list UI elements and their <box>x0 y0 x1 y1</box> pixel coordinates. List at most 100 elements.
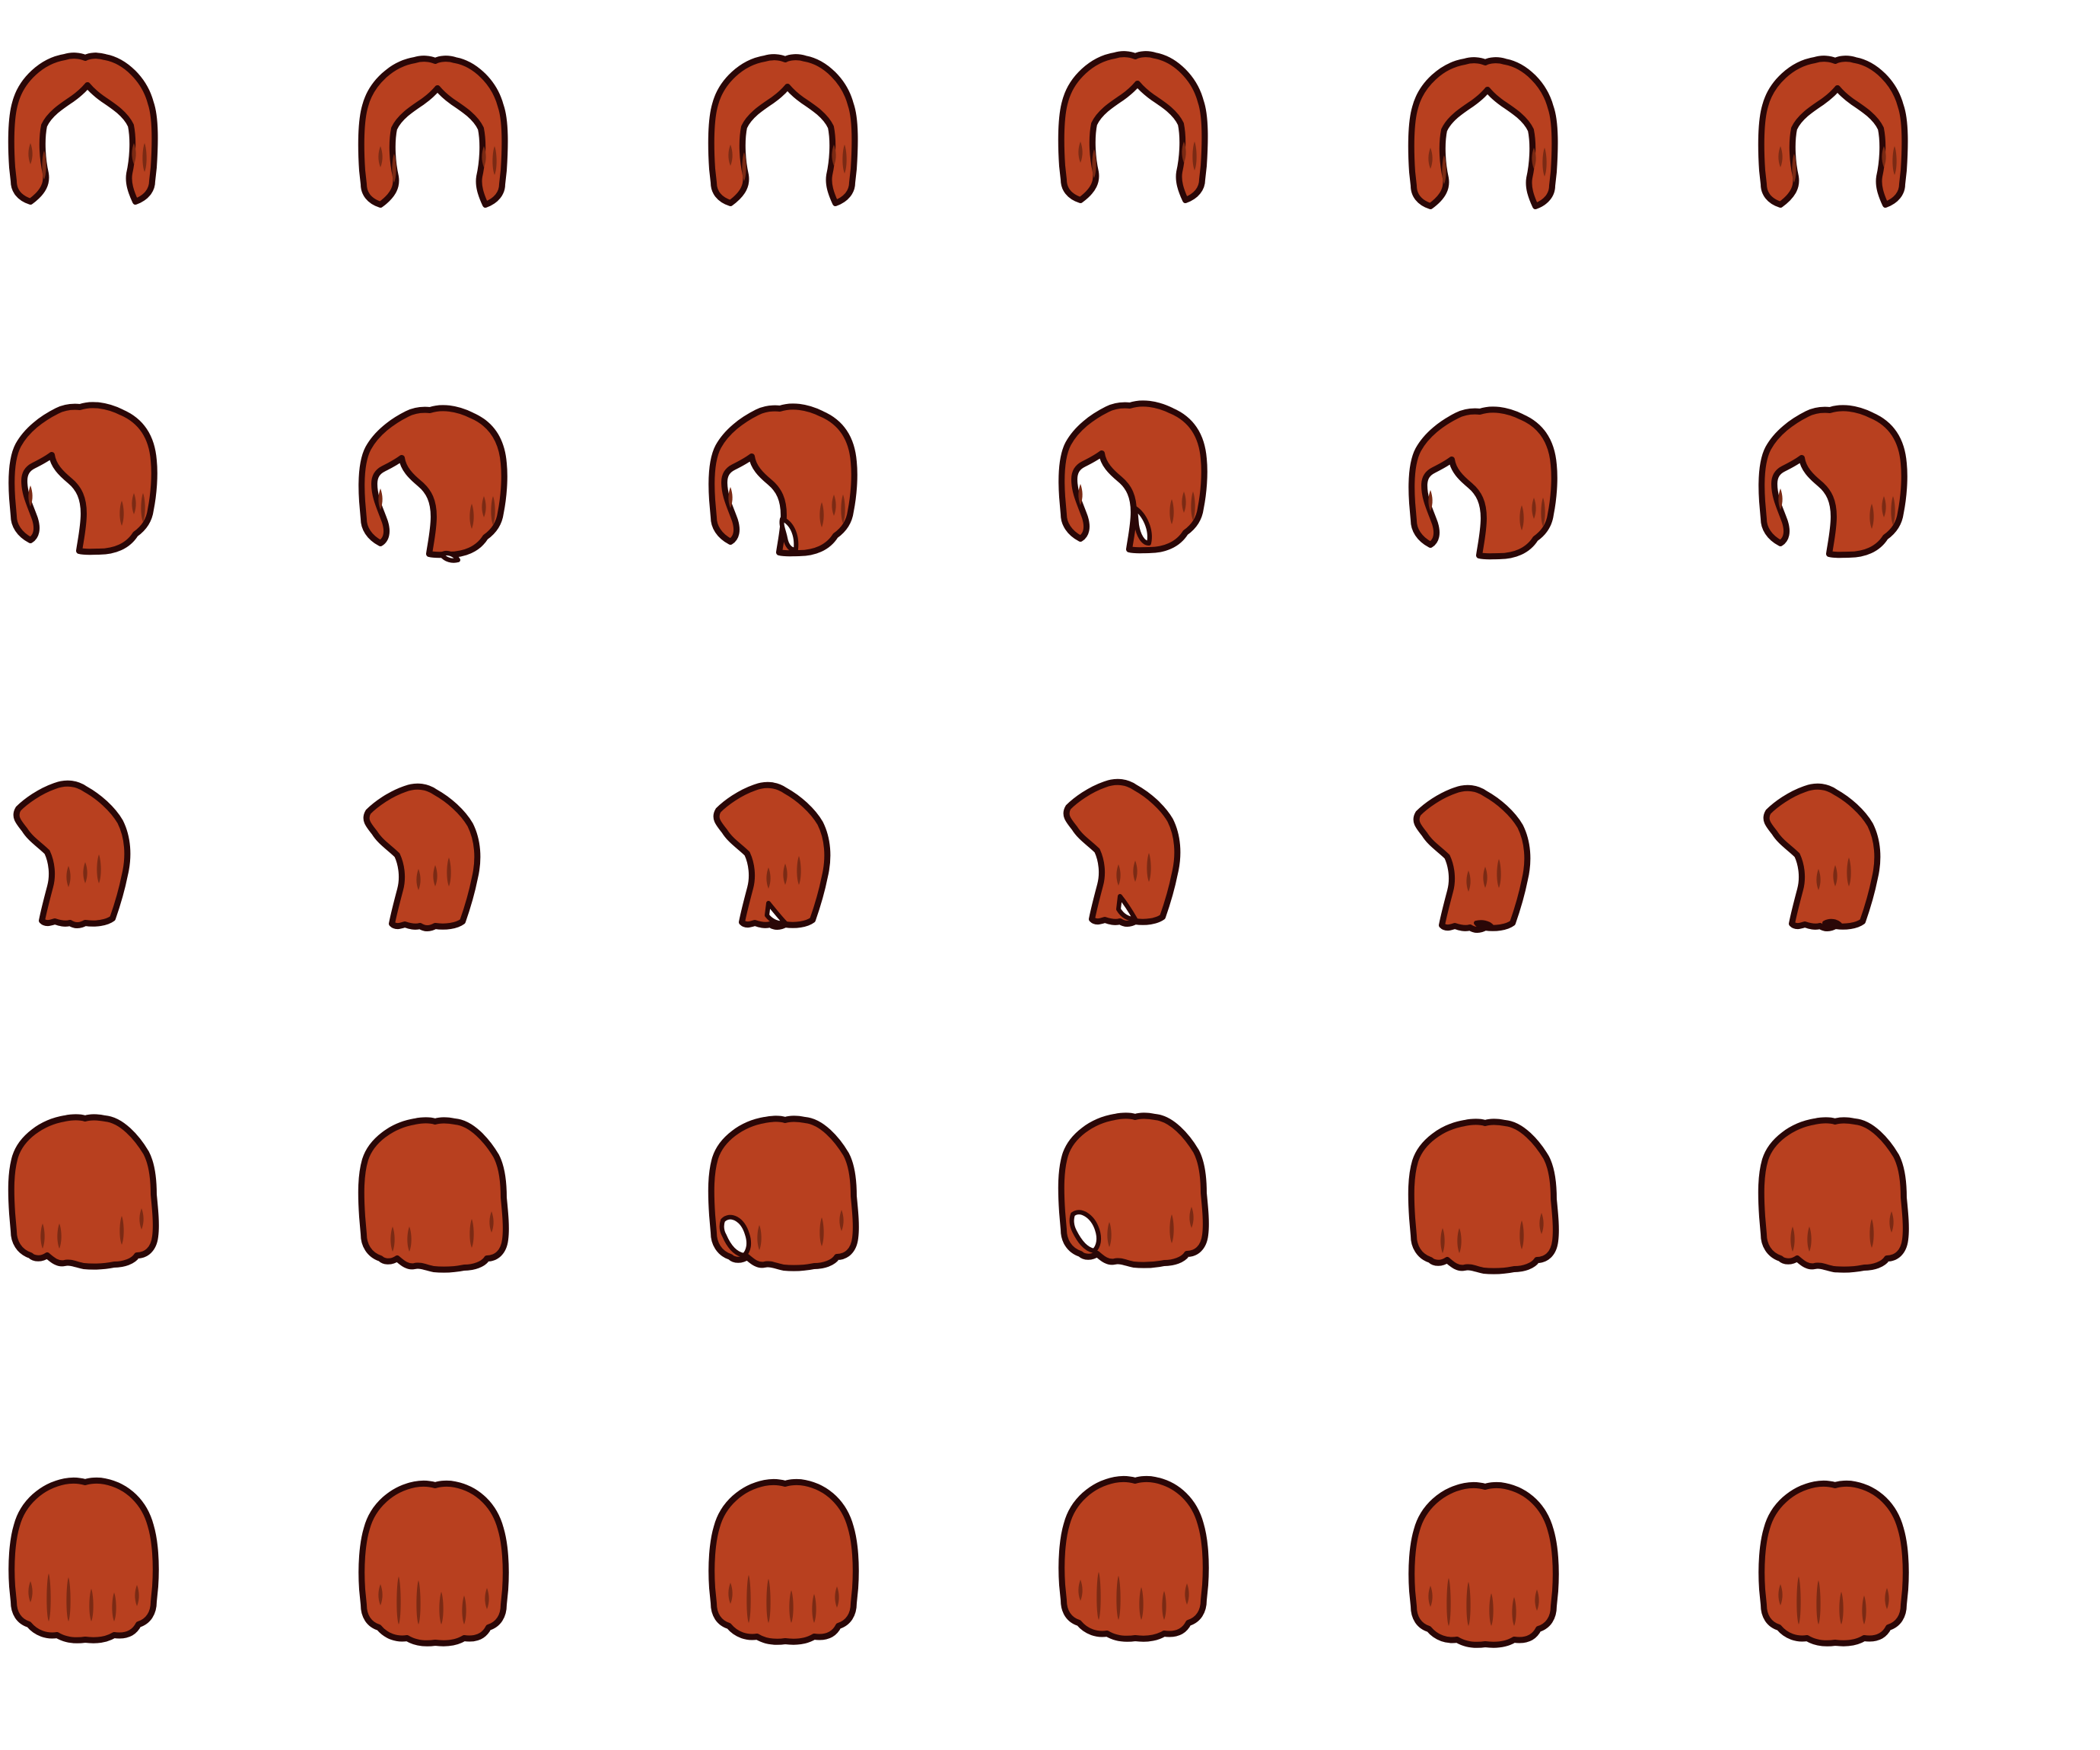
hair-shade-streak <box>839 1210 844 1231</box>
hair-shade-streak <box>1092 149 1096 178</box>
hair-fill <box>1058 400 1208 554</box>
hair-sprite-side-4 <box>1050 748 1225 946</box>
hair-gap <box>765 901 788 926</box>
hair-fill <box>713 781 831 930</box>
hair-shade-streak <box>1192 142 1197 170</box>
hair-shade-streak <box>1489 1593 1494 1626</box>
hair-shade-streak <box>97 854 101 883</box>
hair-graphic <box>1408 57 1558 209</box>
hair-shade-streak <box>1885 1588 1889 1609</box>
hair-shade-streak <box>835 1586 839 1608</box>
hair-shade-streak <box>416 1580 421 1624</box>
hair-shade-streak <box>1182 142 1186 163</box>
hair-fill <box>708 1478 859 1645</box>
hair-graphic <box>1758 56 1908 208</box>
hair-fill <box>8 1477 159 1643</box>
hair-shade-streak <box>832 495 836 516</box>
hair-fill <box>1758 1480 1909 1647</box>
hair-fill <box>358 1480 509 1647</box>
hair-graphic <box>1408 1118 1559 1274</box>
hair-shade-streak <box>141 493 145 522</box>
hair-shade-streak <box>46 1573 51 1621</box>
hair-sprite-back-quarter-5 <box>1400 1108 1575 1306</box>
hair-shade-streak <box>439 1592 444 1624</box>
hair-shade-streak <box>1457 1228 1462 1253</box>
hair-shade-streak <box>482 146 486 167</box>
hair-graphic <box>708 1115 859 1271</box>
hair-shade-streak <box>132 493 136 514</box>
hair-fill <box>1408 1481 1559 1648</box>
hair-shade-streak <box>1497 859 1501 888</box>
hair-shade-streak <box>1869 1219 1874 1248</box>
hair-graphic <box>358 405 508 563</box>
hair-shade-streak <box>1446 1578 1451 1626</box>
hair-sprite-front-1 <box>0 46 175 243</box>
hair-graphic <box>1413 784 1531 933</box>
hair-shade-streak <box>492 146 497 175</box>
hair-shade-streak <box>132 143 136 164</box>
hair-shade-streak <box>842 145 847 173</box>
hair-sprite-back-6 <box>1750 1468 1925 1666</box>
hair-sprite-back-3 <box>700 1466 875 1664</box>
hair-shade-streak <box>1519 1220 1524 1249</box>
hair-graphic <box>1058 51 1208 203</box>
hair-shade-streak <box>1839 1592 1844 1624</box>
hair-shade-streak <box>1078 142 1083 163</box>
hair-shade-streak <box>378 146 383 167</box>
hair-shade-streak <box>789 1590 794 1623</box>
hair-shade-streak <box>1790 1227 1795 1252</box>
hair-shade-streak <box>766 1579 771 1623</box>
hair-fill <box>1758 56 1908 208</box>
hair-shade-streak <box>378 488 383 510</box>
hair-graphic <box>8 1114 159 1270</box>
hair-fill <box>358 405 508 558</box>
hair-shade-streak <box>728 1583 733 1604</box>
hair-shade-streak <box>1542 148 1547 177</box>
hair-shade-streak <box>416 869 421 890</box>
hair-fill <box>1058 1475 1209 1642</box>
hair-shade-streak <box>447 858 451 886</box>
hair-graphic <box>1758 405 1908 558</box>
hair-shade-streak <box>832 145 836 166</box>
hair-shade-streak <box>83 862 88 883</box>
hair-shade-streak <box>1847 858 1851 886</box>
hair-sprite-back-5 <box>1400 1469 1575 1667</box>
hair-shade-streak <box>1169 1214 1174 1243</box>
hair-sprite-back-quarter-4 <box>1050 1102 1225 1300</box>
hair-graphic <box>13 780 131 928</box>
hair-shade-streak <box>89 1589 94 1621</box>
hair-shade-streak <box>1428 1586 1433 1607</box>
hair-shade-streak <box>1535 1589 1539 1611</box>
hair-fill <box>1063 778 1181 927</box>
hair-shade-streak <box>812 1594 816 1623</box>
hair-fill <box>708 403 858 557</box>
hair-shade-streak <box>746 1575 751 1623</box>
hair-sprite-front-5 <box>1400 50 1575 248</box>
hair-shade-streak <box>392 154 396 183</box>
hair-gap <box>1822 918 1842 928</box>
hair-shade-streak <box>757 1225 762 1250</box>
hair-shade-streak <box>1191 492 1195 520</box>
hair-sprite-front-2 <box>350 49 525 247</box>
hair-shade-streak <box>1892 146 1897 175</box>
hair-shade-streak <box>433 865 438 886</box>
hair-shade-streak <box>469 1219 474 1248</box>
hair-shade-streak <box>1862 1596 1866 1624</box>
hair-shade-streak <box>1139 1587 1144 1620</box>
hair-fill <box>358 1117 509 1273</box>
hair-shade-streak <box>1519 505 1524 530</box>
hair-shade-streak <box>1466 1582 1471 1626</box>
hair-sprite-side-2 <box>350 752 525 950</box>
hair-sprite-three-quarter-3 <box>700 397 875 595</box>
hair-graphic <box>1758 1117 1909 1273</box>
hair-shade-streak <box>485 1588 489 1609</box>
hair-shade-streak <box>1169 499 1174 524</box>
hair-sprite-three-quarter-4 <box>1050 394 1225 592</box>
hair-graphic <box>8 1477 159 1643</box>
hair-graphic <box>708 403 858 557</box>
hair-shade-streak <box>1185 1583 1189 1605</box>
hair-fill <box>8 52 158 205</box>
hair-shade-streak <box>142 143 147 172</box>
hair-shade-streak <box>1107 1222 1112 1247</box>
